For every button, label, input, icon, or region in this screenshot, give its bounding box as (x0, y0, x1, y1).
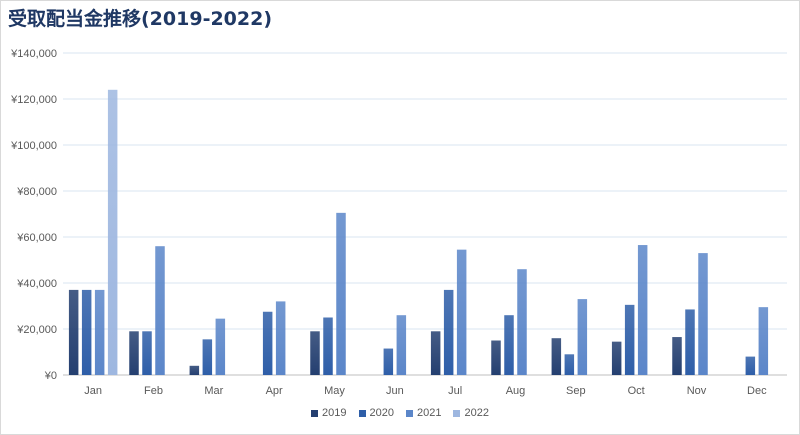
legend-item: 2021 (406, 407, 441, 419)
x-tick-label: Jul (448, 385, 462, 397)
legend: 2019 2020 2021 2022 (0, 407, 800, 423)
x-tick-label: Mar (204, 385, 223, 397)
bar-2020-aug (504, 315, 514, 375)
bar-2019-oct (611, 341, 622, 375)
x-tick-label: Sep (566, 385, 586, 397)
x-tick-label: Jun (386, 385, 404, 397)
legend-item: 2019 (311, 407, 347, 419)
gridlines (63, 52, 787, 376)
chart-title: 受取配当金推移(2019-2022) (8, 8, 273, 30)
bar-2020-dec (745, 356, 756, 375)
bar-2022-jan (107, 89, 118, 376)
bar-2021-sep (577, 299, 588, 375)
bar-2021-jul (456, 249, 467, 375)
bar-2019-feb (129, 331, 139, 375)
legend-label: 2019 (322, 407, 347, 419)
bar-2020-nov (685, 309, 695, 375)
y-tick-label: ¥0 (44, 370, 57, 382)
legend-label: 2021 (417, 407, 442, 419)
bar-2020-jan (81, 289, 92, 375)
x-tick-label: Oct (628, 385, 645, 397)
bars (68, 89, 769, 376)
bar-2019-mar (189, 365, 200, 375)
bar-2019-sep (551, 338, 562, 375)
y-tick-label: ¥100,000 (10, 140, 57, 152)
bar-2019-jul (430, 331, 441, 375)
bar-2021-may (336, 212, 346, 375)
x-tick-label: Dec (747, 385, 767, 397)
legend-swatch (311, 409, 319, 417)
bar-2019-nov (672, 337, 682, 375)
bar-2021-nov (698, 253, 708, 375)
y-tick-label: ¥80,000 (16, 186, 57, 198)
bar-2021-dec (758, 307, 769, 375)
x-axis-ticks: Jan Feb Mar Apr May Jun Jul Aug Sep Oct Nov Dec (84, 385, 767, 397)
bar-2021-jun (396, 315, 407, 375)
legend-swatch (453, 409, 461, 417)
x-tick-label: Nov (687, 385, 707, 397)
bar-2020-jun (383, 348, 394, 375)
bar-2020-sep (564, 354, 575, 375)
bar-2021-jan (94, 289, 105, 375)
bar-2020-apr (262, 311, 273, 375)
bar-2020-mar (202, 339, 213, 375)
bar-2021-feb (155, 246, 165, 375)
legend-swatch (358, 409, 366, 417)
bar-2020-oct (624, 304, 635, 375)
legend-swatch (406, 409, 413, 417)
x-tick-label: Apr (266, 385, 283, 397)
bar-2021-mar (215, 318, 226, 375)
legend-label: 2022 (464, 407, 489, 419)
bar-2019-may (310, 331, 320, 375)
legend-item: 2022 (453, 407, 489, 419)
legend-label: 2020 (369, 407, 394, 419)
bar-2021-apr (275, 301, 286, 375)
x-tick-label: May (324, 385, 345, 397)
bar-2020-feb (142, 331, 152, 375)
bar-2020-may (323, 317, 333, 375)
y-tick-label: ¥120,000 (10, 94, 57, 106)
bar-2019-jan (68, 289, 79, 375)
y-tick-label: ¥40,000 (16, 278, 57, 290)
bar-2021-oct (637, 245, 648, 375)
x-tick-label: Jan (84, 385, 102, 397)
y-tick-label: ¥140,000 (10, 48, 57, 60)
legend-item: 2020 (358, 407, 394, 419)
x-tick-label: Feb (144, 385, 163, 397)
y-tick-label: ¥20,000 (16, 324, 57, 336)
bar-2021-aug (517, 269, 527, 375)
bar-2020-jul (443, 289, 454, 375)
y-tick-label: ¥60,000 (16, 232, 57, 244)
y-axis-ticks: ¥0 ¥20,000 ¥40,000 ¥60,000 ¥80,000 ¥100,000 ¥1… (10, 48, 57, 382)
x-tick-label: Aug (506, 385, 526, 397)
bar-2019-aug (491, 340, 501, 375)
